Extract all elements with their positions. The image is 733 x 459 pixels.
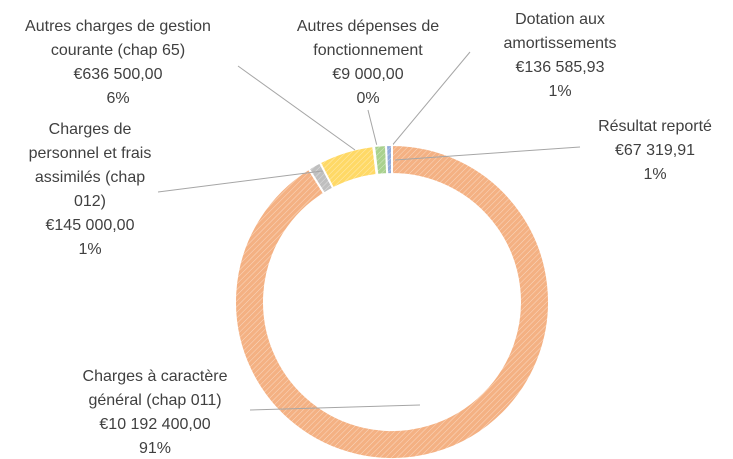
segment-hatch [308, 162, 334, 194]
data-label: Charges de personnel et frais assimilés … [20, 118, 160, 262]
value-label: €67 319,91 [614, 142, 696, 159]
percent-label: 1% [548, 83, 572, 100]
category-label: Autres charges de gestion courante (chap… [25, 18, 211, 59]
data-label: Dotation aux amortissements €136 585,93 1% [485, 8, 635, 104]
category-label: Autres dépenses de fonctionnement [296, 18, 440, 59]
value-label: €636 500,00 [73, 66, 163, 83]
segment-hatch [374, 145, 388, 175]
value-label: €145 000,00 [45, 217, 135, 234]
category-label: Charges de personnel et frais assimilés … [28, 121, 152, 210]
value-label: €9 000,00 [332, 66, 404, 83]
percent-label: 6% [106, 90, 130, 107]
data-label: Résultat reporté €67 319,91 1% [575, 115, 733, 187]
percent-label: 1% [78, 241, 102, 258]
data-label: Charges à caractère général (chap 011) €1… [55, 365, 255, 459]
segment-hatch [234, 145, 549, 459]
value-label: €136 585,93 [515, 59, 605, 76]
leader-line [249, 404, 421, 411]
percent-label: 91% [138, 440, 172, 457]
data-label: Autres charges de gestion courante (chap… [0, 15, 236, 111]
percent-label: 1% [643, 166, 667, 183]
category-label: Résultat reporté [598, 118, 712, 135]
category-label: Charges à caractère général (chap 011) [82, 368, 228, 409]
segment-hatch [386, 145, 392, 175]
percent-label: 0% [356, 90, 380, 107]
category-label: Dotation aux amortissements [503, 11, 617, 52]
data-label: Autres dépenses de fonctionnement €9 000,… [281, 15, 456, 111]
leader-line [157, 169, 331, 193]
leader-line [237, 65, 356, 151]
leader-line [389, 51, 471, 149]
leader-line [394, 146, 581, 161]
leader-line [367, 109, 379, 151]
segment-hatch [319, 146, 377, 189]
value-label: €10 192 400,00 [99, 416, 211, 433]
